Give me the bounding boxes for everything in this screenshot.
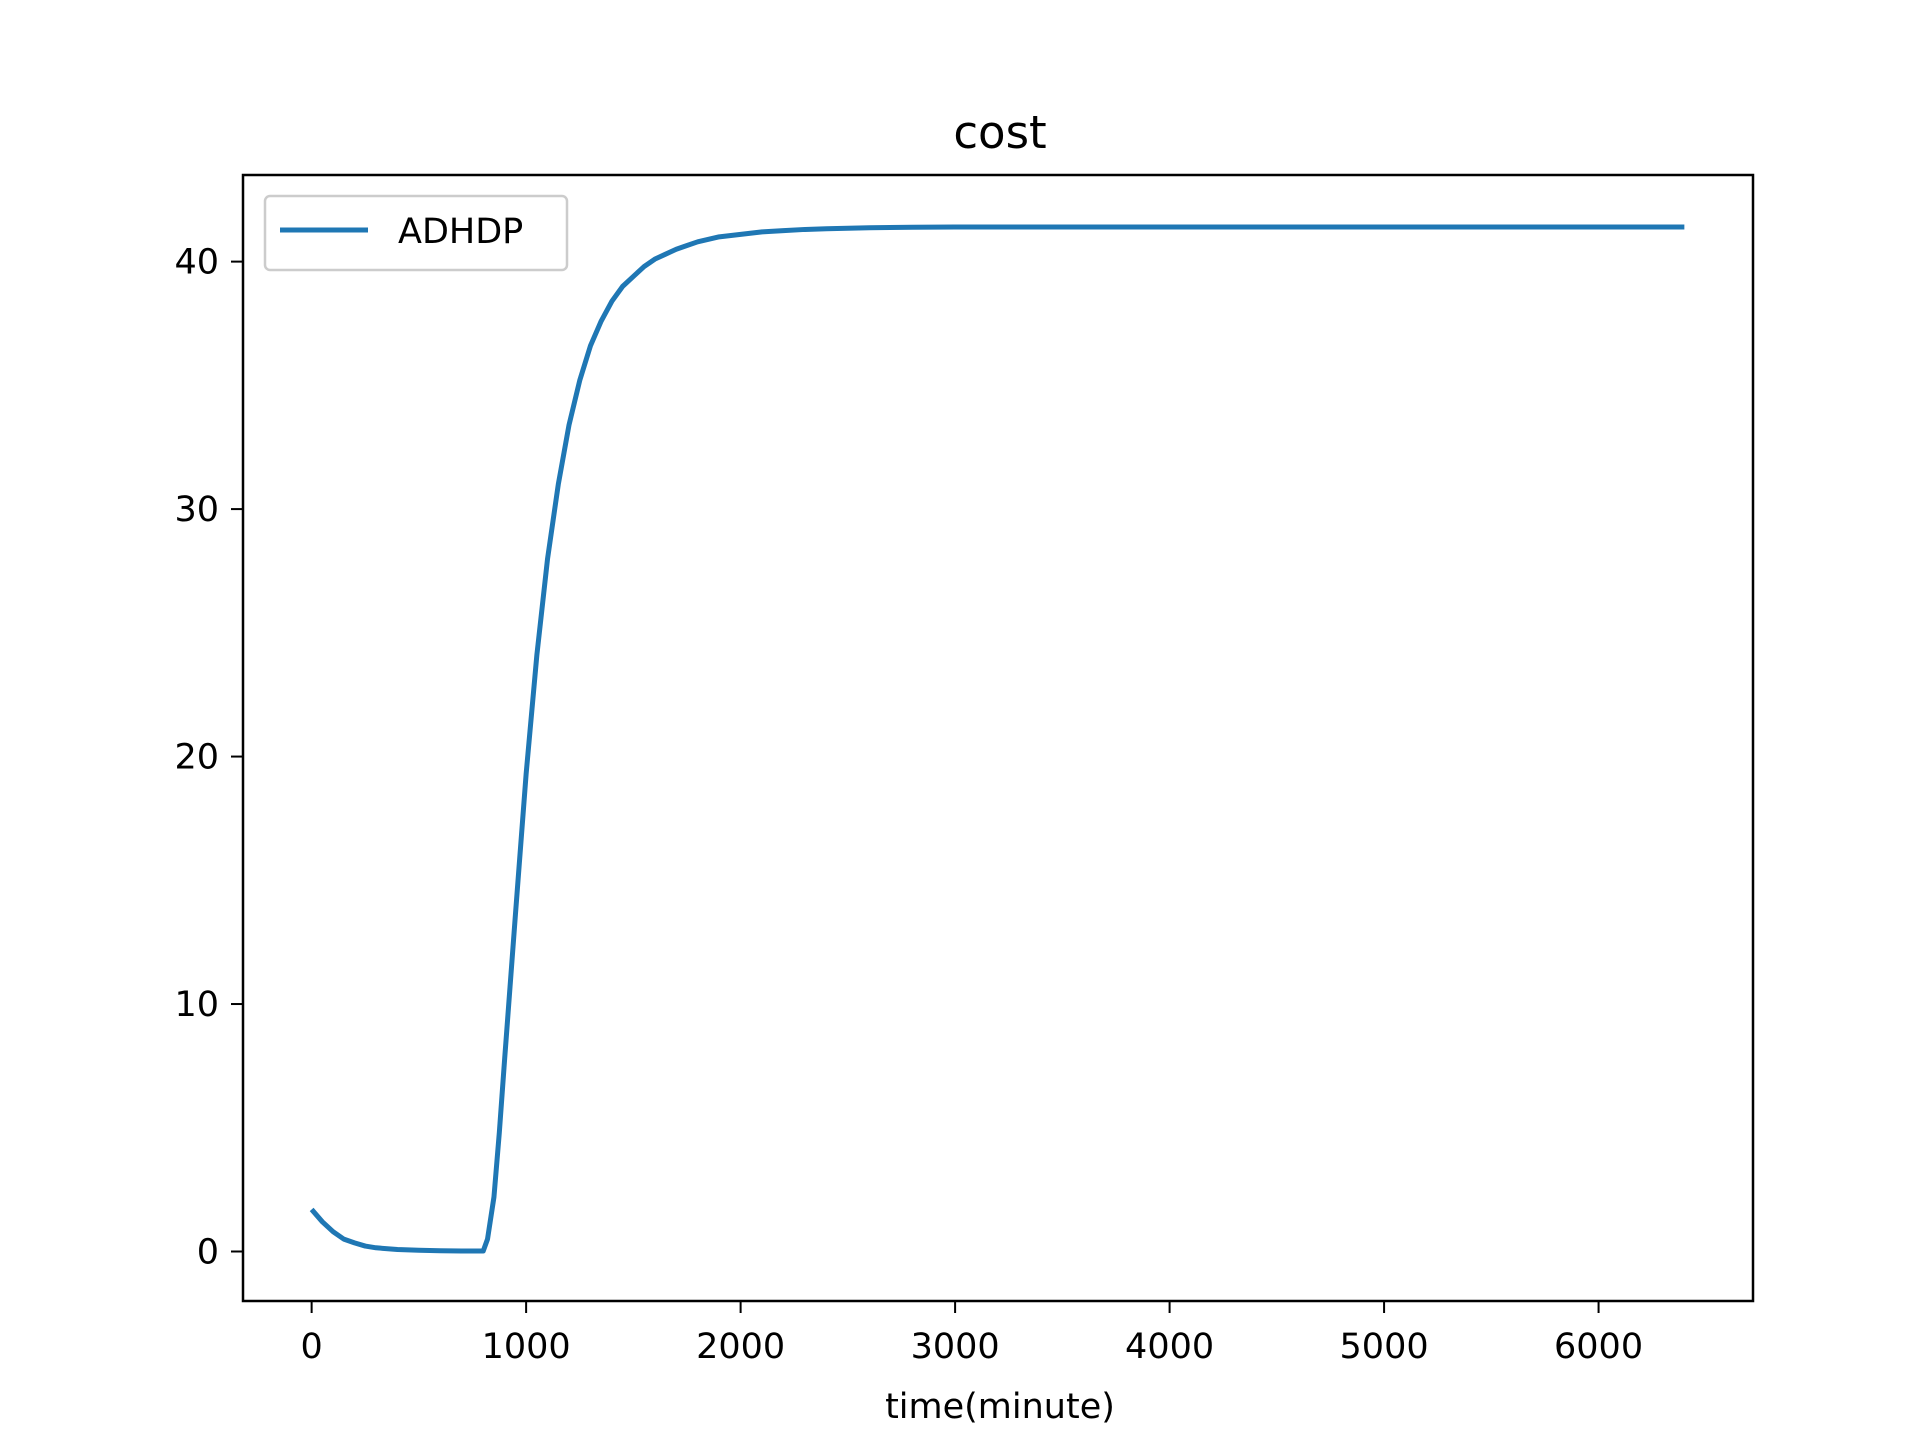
plot-frame — [241, 173, 1755, 1303]
x-tick-label: 3000 — [911, 1327, 1000, 1367]
chart-title: cost — [953, 106, 1046, 159]
y-tick-label: 20 — [174, 738, 219, 778]
series-line-adhdp — [309, 224, 1685, 1254]
legend-entry-adhdp: ADHDP — [398, 212, 523, 252]
x-axis-label: time(minute) — [885, 1387, 1115, 1427]
x-tick-label: 4000 — [1125, 1327, 1214, 1367]
y-axis: 0 10 20 30 40 — [174, 243, 243, 1273]
y-tick-label: 0 — [197, 1233, 219, 1273]
y-tick-label: 10 — [174, 985, 219, 1025]
legend: ADHDP — [263, 194, 569, 272]
x-axis: 0 1000 2000 3000 4000 5000 6000 — [300, 1301, 1643, 1367]
x-tick-label: 2000 — [696, 1327, 785, 1367]
x-tick-label: 0 — [300, 1327, 322, 1367]
y-tick-label: 40 — [174, 243, 219, 283]
x-tick-label: 1000 — [482, 1327, 571, 1367]
y-tick-label: 30 — [174, 490, 219, 530]
plot-area — [309, 224, 1685, 1254]
x-tick-label: 5000 — [1340, 1327, 1429, 1367]
x-tick-label: 6000 — [1554, 1327, 1643, 1367]
legend-box — [263, 194, 569, 272]
